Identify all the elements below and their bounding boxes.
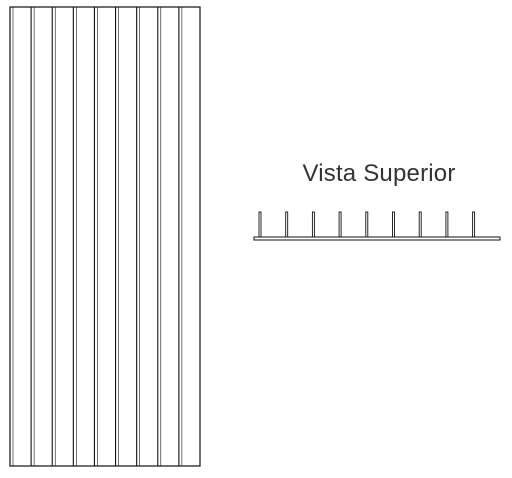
panel-slat [72,7,77,466]
panel-slat [51,7,56,466]
profile-fin [365,211,369,238]
profile-fin [392,211,395,238]
panel-slat [178,7,183,466]
profile-fin [418,211,422,238]
panel-slat [30,7,35,466]
panel-slat [115,7,119,466]
panel-slat [136,7,140,466]
top-view-profile [253,211,501,241]
profile-fin [445,211,449,238]
profile-fin [285,211,289,238]
panel-outline [9,6,201,467]
profile-fin [311,211,315,238]
front-view-panel [9,6,201,467]
profile-fin [338,211,342,238]
profile-base-strip [253,236,501,241]
profile-fin [258,211,262,238]
panel-slat [157,7,162,466]
profile-fin [472,211,476,238]
panel-slat [93,7,98,466]
top-view-title: Vista Superior [302,160,456,187]
